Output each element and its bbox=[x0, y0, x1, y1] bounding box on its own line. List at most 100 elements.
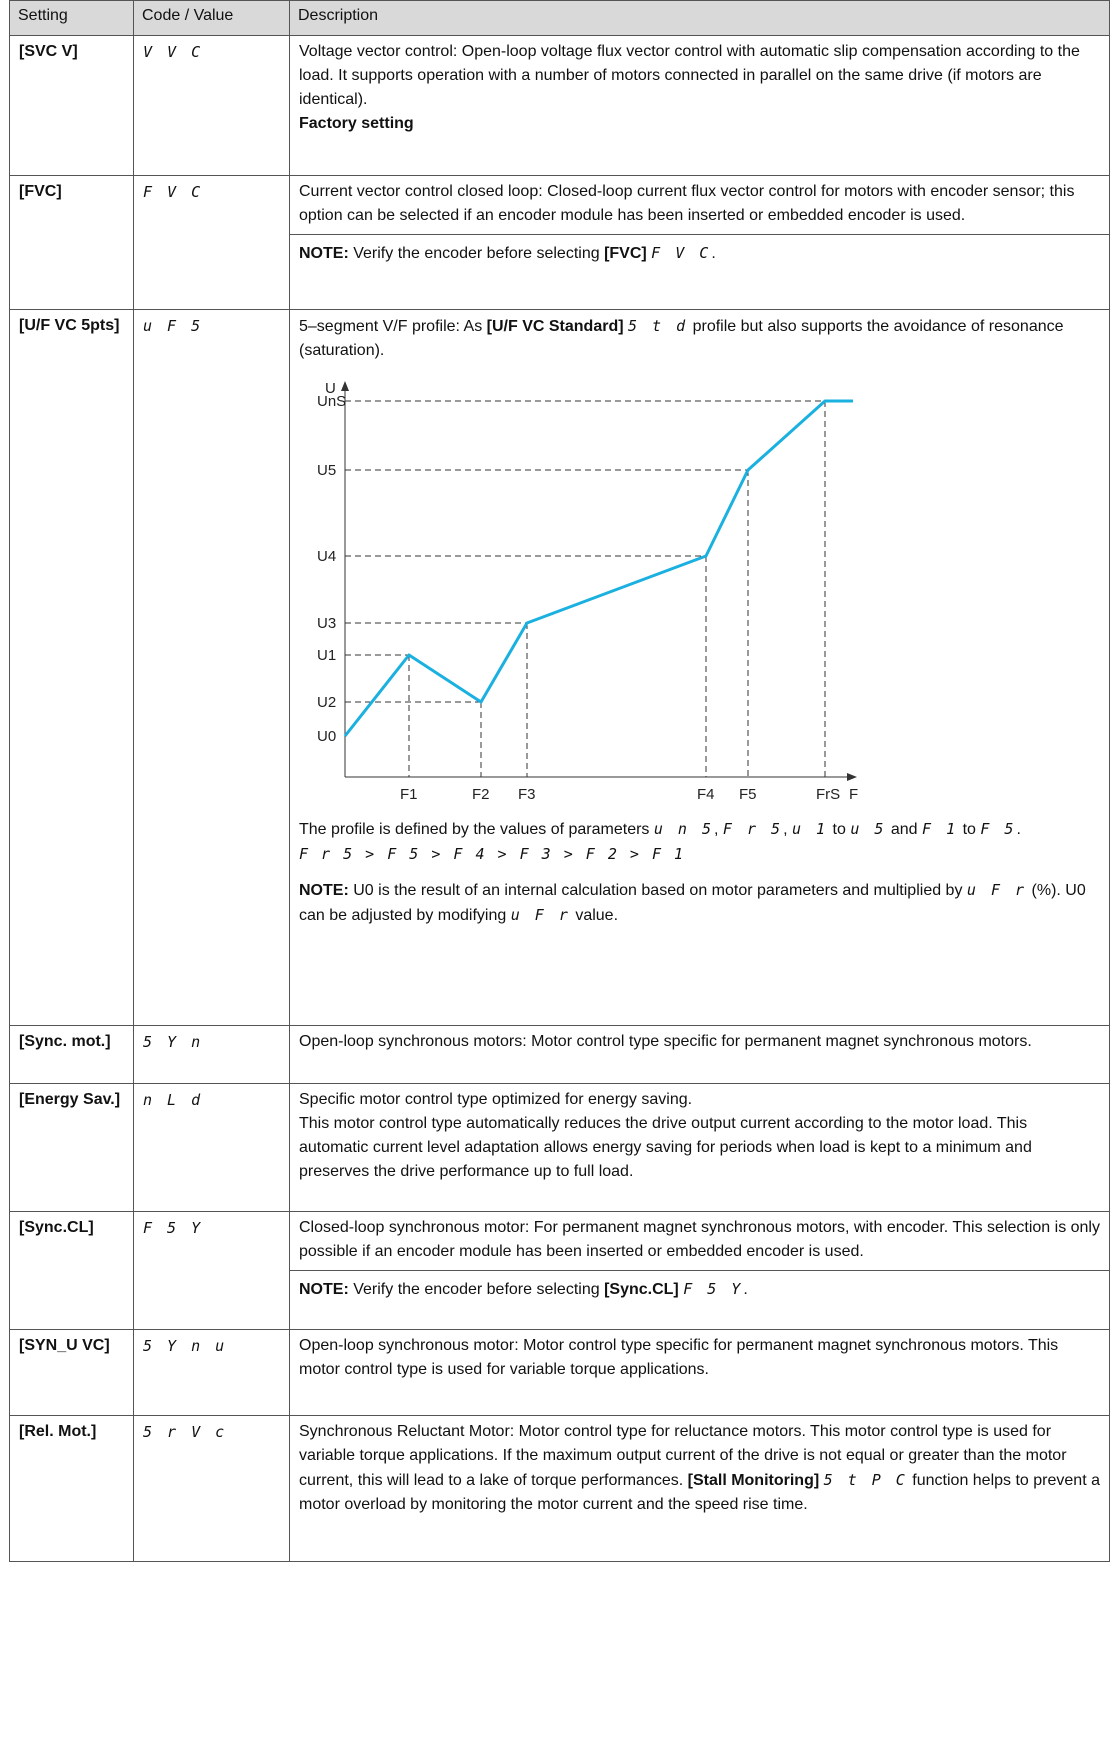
note-label: NOTE: bbox=[299, 245, 349, 262]
factory-setting-label: Factory setting bbox=[299, 115, 414, 132]
header-code: Code / Value bbox=[133, 0, 290, 36]
x-axis-arrow-icon bbox=[847, 773, 857, 781]
y-tick-label: U2 bbox=[317, 694, 336, 711]
setting-cell: [Rel. Mot.] bbox=[9, 1415, 134, 1562]
frequency-order: F r 5 > F 5 > F 4 > F 3 > F 2 > F 1 bbox=[299, 845, 686, 863]
description-cell: Synchronous Reluctant Motor: Motor contr… bbox=[289, 1415, 1110, 1562]
note-text: (%). U0 can be adjusted by modifying bbox=[299, 882, 1086, 924]
description-cell: 5–segment V/F profile: As [U/F VC Standa… bbox=[289, 309, 1110, 1026]
description-code: 5 t P C bbox=[823, 1471, 908, 1489]
description-text: Specific motor control type optimized fo… bbox=[299, 1091, 693, 1108]
vf-profile-chart: U F UnS U5 U4 U3 U1 U2 U0 F1 F2 F3 F4 F5 FrS bbox=[299, 373, 1100, 811]
setting-cell: [SVC V] bbox=[9, 35, 134, 176]
description-cell: Open-loop synchronous motor: Motor contr… bbox=[289, 1329, 1110, 1416]
code-u5: u 5 bbox=[850, 820, 887, 838]
description-text: This motor control type automatically re… bbox=[299, 1115, 1032, 1180]
note-param: [Sync.CL] bbox=[604, 1281, 679, 1298]
setting-cell: [SYN_U VC] bbox=[9, 1329, 134, 1416]
text-part: to bbox=[962, 821, 976, 838]
note-label: NOTE: bbox=[299, 882, 349, 899]
description-text: function helps to prevent a motor overlo… bbox=[299, 1472, 1100, 1513]
y-tick-label: U1 bbox=[317, 647, 336, 664]
description-cell: Specific motor control type optimized fo… bbox=[289, 1083, 1110, 1212]
y-tick-label: UnS bbox=[317, 393, 346, 410]
table-row: [Rel. Mot.] 5 r V c Synchronous Reluctan… bbox=[9, 1415, 1110, 1562]
note-param: [FVC] bbox=[604, 245, 647, 262]
vf-profile-line bbox=[343, 399, 853, 737]
description-cell: Closed-loop synchronous motor: For perma… bbox=[289, 1211, 1110, 1330]
y-tick-label: U4 bbox=[317, 548, 336, 565]
note: NOTE: U0 is the result of an internal ca… bbox=[290, 872, 1109, 928]
code-cell: 5 r V c bbox=[133, 1415, 290, 1562]
note-text: U0 is the result of an internal calculat… bbox=[353, 882, 963, 899]
note-code: u F r bbox=[966, 881, 1028, 899]
code-cell: n L d bbox=[133, 1083, 290, 1212]
description-cell: Voltage vector control: Open-loop voltag… bbox=[289, 35, 1110, 176]
y-tick-label: U0 bbox=[317, 728, 336, 745]
description-code: 5 t d bbox=[628, 317, 689, 335]
description-text: Synchronous Reluctant Motor: Motor contr… bbox=[299, 1423, 1067, 1489]
text-part: and bbox=[890, 821, 918, 838]
note-text: value. bbox=[575, 907, 619, 924]
note-code: F V C bbox=[651, 244, 712, 262]
description-cell: Open-loop synchronous motors: Motor cont… bbox=[289, 1025, 1110, 1084]
x-tick-label: F1 bbox=[400, 786, 418, 803]
note: NOTE: Verify the encoder before selectin… bbox=[290, 234, 1109, 266]
setting-cell: [Sync.CL] bbox=[9, 1211, 134, 1330]
note-code: F 5 Y bbox=[683, 1280, 744, 1298]
table-row: [FVC] F V C Current vector control close… bbox=[9, 175, 1110, 310]
code-cell: u F 5 bbox=[133, 309, 290, 1026]
x-tick-label: FrS bbox=[816, 786, 840, 803]
code-cell: 5 Y n bbox=[133, 1025, 290, 1084]
code-frs: F r 5 bbox=[722, 820, 784, 838]
description-text: Closed-loop synchronous motor: For perma… bbox=[299, 1219, 1100, 1260]
text-part: The profile is defined by the values of … bbox=[299, 821, 650, 838]
code-uns: u n 5 bbox=[653, 820, 715, 838]
table-row: [Sync. mot.] 5 Y n Open-loop synchronous… bbox=[9, 1025, 1110, 1084]
code-cell: 5 Y n u bbox=[133, 1329, 290, 1416]
table-row: [SVC V] V V C Voltage vector control: Op… bbox=[9, 35, 1110, 176]
y-tick-label: U5 bbox=[317, 462, 336, 479]
note-end: . bbox=[711, 245, 716, 262]
note-text: Verify the encoder before selecting bbox=[353, 1281, 600, 1298]
note-text: Verify the encoder before selecting bbox=[353, 245, 600, 262]
description-cell: Current vector control closed loop: Clos… bbox=[289, 175, 1110, 310]
code-cell: V V C bbox=[133, 35, 290, 176]
setting-cell: [FVC] bbox=[9, 175, 134, 310]
table-row: [Energy Sav.] n L d Specific motor contr… bbox=[9, 1083, 1110, 1212]
description-part: 5–segment V/F profile: As bbox=[299, 318, 483, 335]
code-u1: u 1 bbox=[791, 820, 829, 838]
code-f1: F 1 bbox=[922, 820, 959, 838]
note-label: NOTE: bbox=[299, 1281, 349, 1298]
table-row: [U/F VC 5pts] u F 5 5–segment V/F profil… bbox=[9, 309, 1110, 1026]
description-text: Voltage vector control: Open-loop voltag… bbox=[299, 43, 1080, 108]
y-axis-label: U bbox=[325, 380, 336, 397]
note-end: . bbox=[743, 1281, 748, 1298]
setting-cell: [Sync. mot.] bbox=[9, 1025, 134, 1084]
header-description: Description bbox=[289, 0, 1110, 36]
y-axis-arrow-icon bbox=[341, 381, 349, 391]
description-text: 5–segment V/F profile: As [U/F VC Standa… bbox=[299, 314, 1100, 363]
code-f5: F 5 bbox=[980, 820, 1017, 838]
description-text: Current vector control closed loop: Clos… bbox=[299, 183, 1075, 224]
vf-profile-svg: U F UnS U5 U4 U3 U1 U2 U0 F1 F2 F3 F4 F5 FrS bbox=[317, 380, 858, 803]
setting-cell: [U/F VC 5pts] bbox=[9, 309, 134, 1026]
table-row: [Sync.CL] F 5 Y Closed-loop synchronous … bbox=[9, 1211, 1110, 1330]
x-tick-label: F4 bbox=[697, 786, 715, 803]
x-tick-label: F2 bbox=[472, 786, 490, 803]
code-cell: F V C bbox=[133, 175, 290, 310]
x-tick-label: F3 bbox=[518, 786, 536, 803]
y-tick-label: U3 bbox=[317, 615, 336, 632]
parameter-table: Setting Code / Value Description [SVC V]… bbox=[9, 0, 1110, 1562]
text-part: to bbox=[832, 821, 846, 838]
header-setting: Setting bbox=[9, 0, 134, 36]
table-row: [SYN_U VC] 5 Y n u Open-loop synchronous… bbox=[9, 1329, 1110, 1416]
setting-cell: [Energy Sav.] bbox=[9, 1083, 134, 1212]
description-param: [Stall Monitoring] bbox=[687, 1472, 820, 1489]
x-tick-label: F5 bbox=[739, 786, 757, 803]
description-param: [U/F VC Standard] bbox=[486, 318, 624, 335]
note: NOTE: Verify the encoder before selectin… bbox=[290, 1270, 1109, 1302]
table-header-row: Setting Code / Value Description bbox=[9, 0, 1110, 36]
profile-definition: The profile is defined by the values of … bbox=[299, 820, 1021, 838]
description-part: profile but also supports the avoidance … bbox=[299, 318, 1064, 359]
